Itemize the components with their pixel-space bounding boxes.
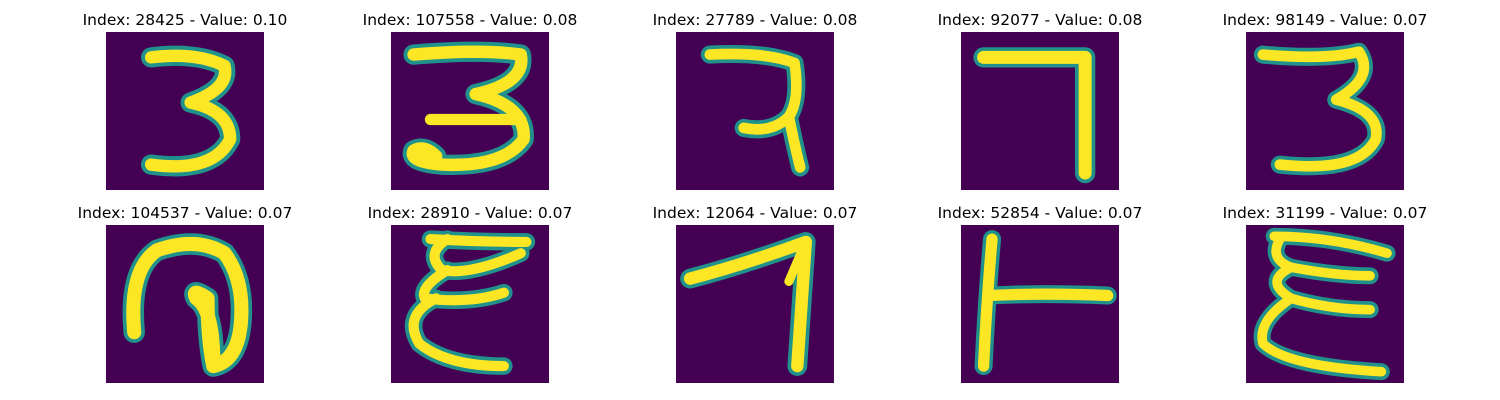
tile-5: Index: 98149 - Value: 0.07	[1205, 10, 1445, 196]
tile-10: Index: 31199 - Value: 0.07	[1205, 203, 1445, 389]
tile-6: Index: 104537 - Value: 0.07	[65, 203, 305, 389]
tile-title: Index: 31199 - Value: 0.07	[1222, 204, 1428, 222]
tile-1: Index: 28425 - Value: 0.10	[65, 10, 305, 196]
tile-title: Index: 28910 - Value: 0.07	[367, 204, 573, 222]
digit-image	[676, 32, 834, 190]
tile-7: Index: 28910 - Value: 0.07	[350, 203, 590, 389]
tile-title: Index: 28425 - Value: 0.10	[82, 11, 288, 29]
digit-image	[391, 225, 549, 383]
digit-image	[961, 32, 1119, 190]
digit-image	[676, 225, 834, 383]
digit-image	[391, 32, 549, 190]
tile-2: Index: 107558 - Value: 0.08	[350, 10, 590, 196]
digit-image	[1246, 225, 1404, 383]
tile-title: Index: 104537 - Value: 0.07	[77, 204, 293, 222]
tile-title: Index: 52854 - Value: 0.07	[937, 204, 1143, 222]
tile-9: Index: 52854 - Value: 0.07	[920, 203, 1160, 389]
tile-title: Index: 27789 - Value: 0.08	[652, 11, 858, 29]
tile-title: Index: 12064 - Value: 0.07	[652, 204, 858, 222]
tile-title: Index: 92077 - Value: 0.08	[937, 11, 1143, 29]
tile-4: Index: 92077 - Value: 0.08	[920, 10, 1160, 196]
tile-title: Index: 98149 - Value: 0.07	[1222, 11, 1428, 29]
tile-8: Index: 12064 - Value: 0.07	[635, 203, 875, 389]
digit-image	[106, 225, 264, 383]
digit-image	[961, 225, 1119, 383]
tile-title: Index: 107558 - Value: 0.08	[362, 11, 578, 29]
tile-3: Index: 27789 - Value: 0.08	[635, 10, 875, 196]
digit-image	[1246, 32, 1404, 190]
digit-image	[106, 32, 264, 190]
